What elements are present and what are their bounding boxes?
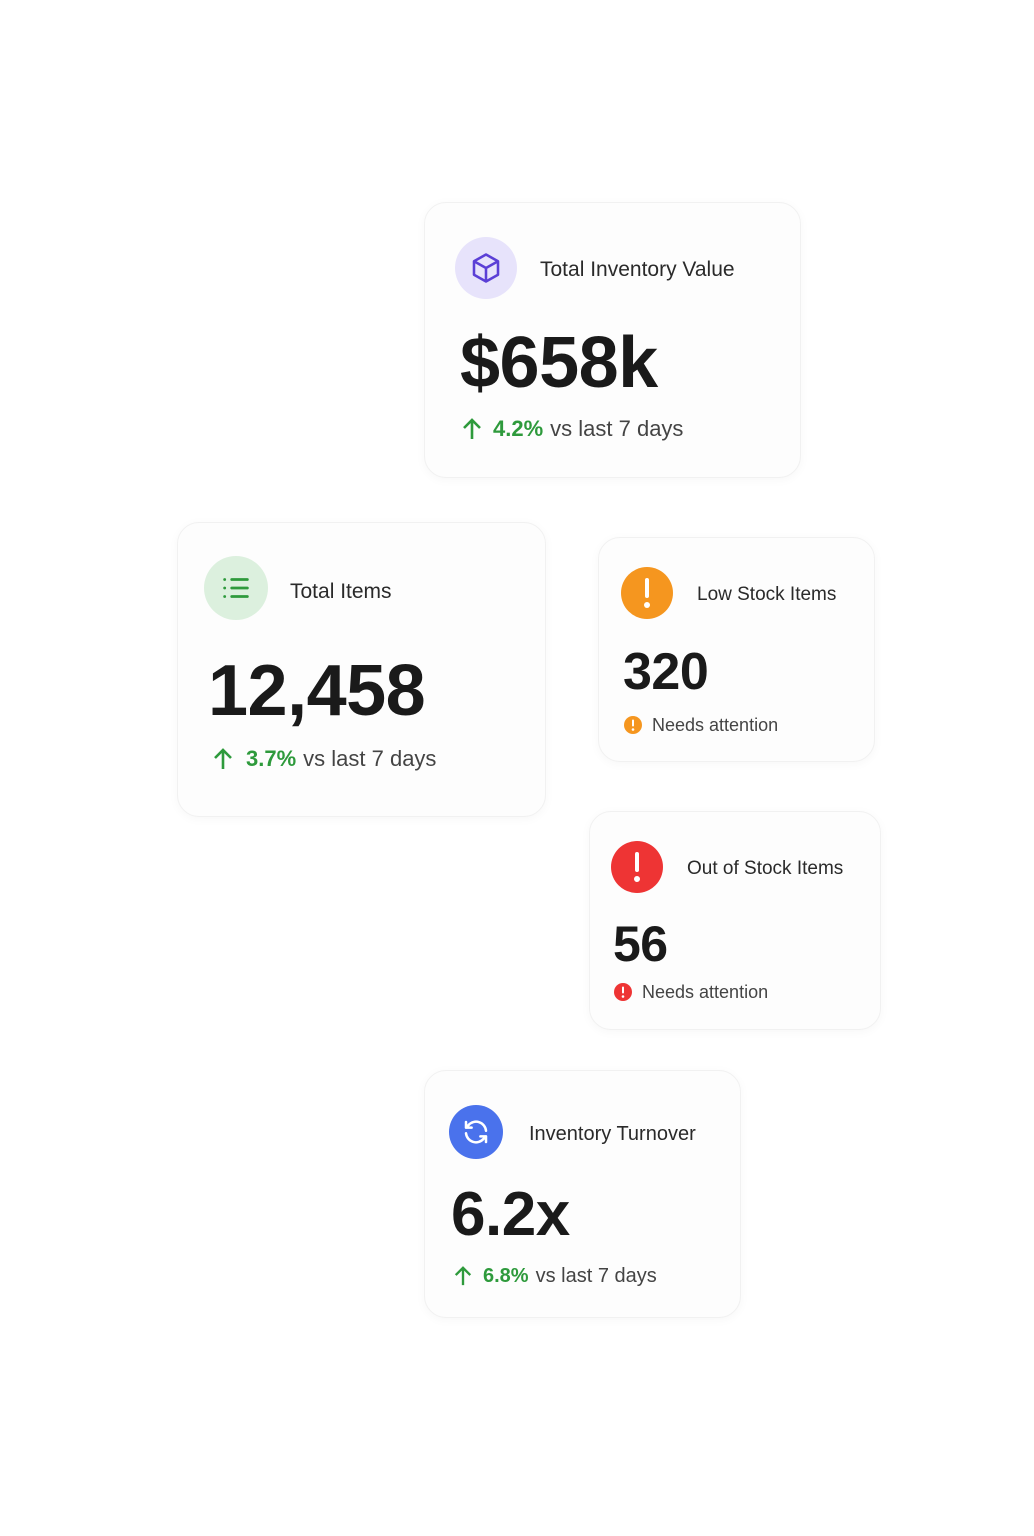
status-text: Needs attention xyxy=(642,982,769,1002)
status-row: Needs attention xyxy=(623,715,778,735)
up-arrow xyxy=(463,418,481,439)
up-arrow xyxy=(454,1266,472,1286)
card-icon xyxy=(455,237,517,299)
card-label: Out of Stock Items xyxy=(687,858,844,879)
change-row: 6.8% vs last 7 days xyxy=(453,1265,657,1287)
kpi-card: Out of Stock Items 56 Needs attention xyxy=(589,811,881,1030)
status-icon xyxy=(614,983,632,1001)
change-note: vs last 7 days xyxy=(550,416,684,441)
card-value: 12,458 xyxy=(208,651,426,731)
kpi-card: Inventory Turnover 6.2x 6.8% vs last 7 d… xyxy=(424,1070,741,1318)
card-icon xyxy=(611,841,663,893)
card-value: 56 xyxy=(613,916,668,972)
change-row: 3.7% vs last 7 days xyxy=(212,747,436,771)
card-label: Total Items xyxy=(290,580,392,603)
card-icon xyxy=(621,567,673,619)
change-note: vs last 7 days xyxy=(303,746,437,771)
change-row: 4.2% vs last 7 days xyxy=(461,417,683,441)
card-value: 6.2x xyxy=(451,1180,570,1249)
status-text: Needs attention xyxy=(652,715,779,735)
change-percent: 6.8% xyxy=(483,1265,529,1287)
card-value: 320 xyxy=(623,643,709,701)
card-icon xyxy=(449,1105,503,1159)
up-arrow xyxy=(214,748,232,769)
card-label: Total Inventory Value xyxy=(540,258,735,281)
card-icon xyxy=(204,556,268,620)
kpi-card: Total Inventory Value $658k 4.2% vs last… xyxy=(424,202,801,478)
change-percent: 4.2% xyxy=(493,416,544,441)
card-label: Inventory Turnover xyxy=(529,1123,696,1145)
change-percent: 3.7% xyxy=(246,746,297,771)
kpi-card: Total Items 12,458 3.7% vs last 7 days xyxy=(177,522,546,817)
change-note: vs last 7 days xyxy=(535,1265,657,1287)
status-row: Needs attention xyxy=(613,982,768,1002)
kpi-card: Low Stock Items 320 Needs attention xyxy=(598,537,875,762)
status-icon xyxy=(624,716,642,734)
card-label: Low Stock Items xyxy=(697,584,837,605)
card-value: $658k xyxy=(460,323,658,403)
